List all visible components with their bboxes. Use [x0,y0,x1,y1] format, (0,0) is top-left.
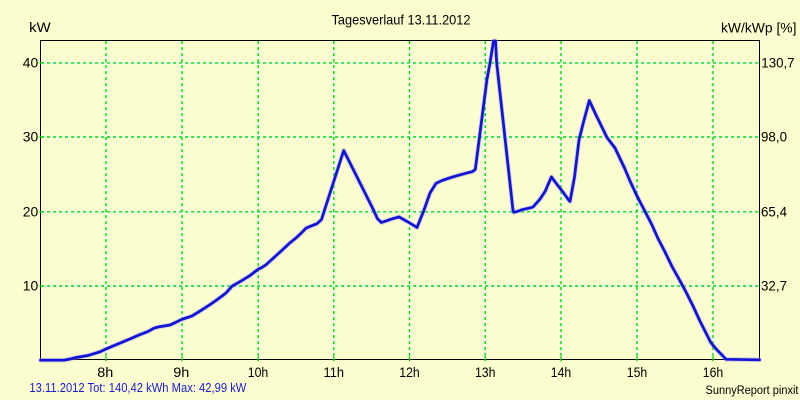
svg-text:Tagesverlauf 13.11.2012: Tagesverlauf 13.11.2012 [332,11,471,27]
svg-text:13.11.2012 Tot: 140,42 kWh Max: 13.11.2012 Tot: 140,42 kWh Max: 42,99 kW [29,380,247,395]
svg-text:14h: 14h [551,364,572,380]
svg-text:40: 40 [23,55,39,71]
svg-text:kW/kWp [%]: kW/kWp [%] [721,20,797,36]
svg-text:11h: 11h [324,364,345,380]
svg-text:32,7: 32,7 [761,278,787,294]
svg-text:16h: 16h [703,364,724,380]
svg-text:65,4: 65,4 [761,204,787,220]
svg-text:8h: 8h [97,364,113,380]
svg-text:13h: 13h [475,364,496,380]
svg-text:30: 30 [23,129,39,145]
svg-text:9h: 9h [173,364,189,380]
svg-text:10h: 10h [248,364,269,380]
svg-text:15h: 15h [627,364,648,380]
svg-text:kW: kW [29,19,51,35]
svg-text:12h: 12h [399,364,420,380]
svg-text:130,7: 130,7 [761,55,794,71]
svg-text:98,0: 98,0 [761,129,787,145]
svg-text:20: 20 [23,204,39,220]
svg-text:SunnyReport pinxit: SunnyReport pinxit [706,385,800,397]
svg-text:10: 10 [23,278,39,294]
